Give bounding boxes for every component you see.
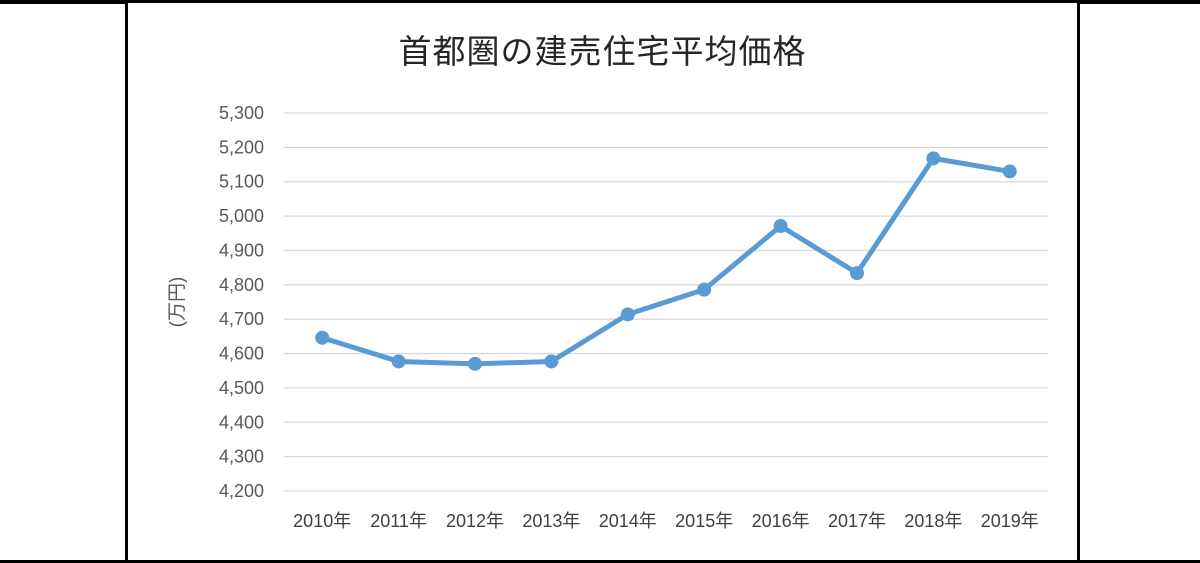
data-point-marker <box>926 151 941 166</box>
x-tick-label: 2010年 <box>293 511 351 531</box>
data-point-marker <box>1002 164 1017 179</box>
x-tick-label: 2018年 <box>904 511 962 531</box>
y-tick-label: 4,800 <box>219 275 264 295</box>
data-point-marker <box>391 354 406 369</box>
data-point-marker <box>620 307 635 322</box>
chart-frame: 首都圏の建売住宅平均価格 5,300 5,200 5,100 5,000 4,900 4,… <box>125 0 1080 563</box>
y-tick-label: 4,300 <box>219 447 264 467</box>
y-tick-label: 4,200 <box>219 481 264 501</box>
y-tick-label: 5,100 <box>219 172 264 192</box>
x-tick-label: 2017年 <box>828 511 886 531</box>
y-tick-label: 4,700 <box>219 309 264 329</box>
y-tick-label: 4,600 <box>219 344 264 364</box>
y-tick-label: 5,000 <box>219 206 264 226</box>
data-point-marker <box>315 330 330 345</box>
chart-title: 首都圏の建売住宅平均価格 <box>398 33 807 70</box>
data-point-marker <box>468 356 482 371</box>
x-tick-label: 2016年 <box>752 511 810 531</box>
data-point-marker <box>850 266 864 281</box>
y-tick-label: 5,200 <box>219 137 264 157</box>
line-chart-plot: 5,300 5,200 5,100 5,000 4,900 4,800 4,700 4,600… <box>167 103 1048 531</box>
bottom-border-bar <box>0 560 1200 563</box>
x-tick-label: 2011年 <box>370 511 427 531</box>
data-point-marker <box>773 219 788 234</box>
x-tick-label: 2014年 <box>599 511 657 531</box>
data-point-marker <box>544 354 559 369</box>
price-line <box>319 155 1013 367</box>
y-axis-title: (万円) <box>167 277 188 328</box>
x-tick-label: 2013年 <box>522 511 580 531</box>
x-tick-label: 2012年 <box>446 511 504 531</box>
x-tick-label: 2019年 <box>981 511 1039 531</box>
data-point-marker <box>697 282 712 297</box>
y-tick-label: 5,300 <box>219 103 264 123</box>
y-tick-label: 4,400 <box>219 412 264 432</box>
y-tick-label: 4,900 <box>219 240 264 260</box>
x-tick-label: 2015年 <box>675 511 733 531</box>
y-tick-label: 4,500 <box>219 378 264 398</box>
